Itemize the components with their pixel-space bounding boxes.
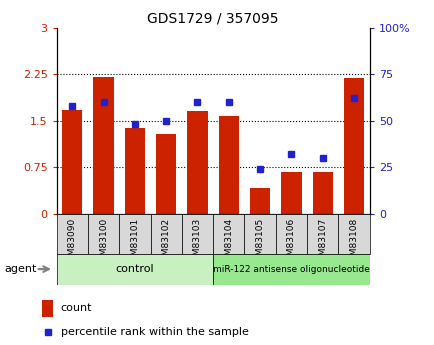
Bar: [312, 172, 332, 214]
Bar: [156, 135, 176, 214]
Text: GSM83104: GSM83104: [224, 218, 233, 267]
Text: GSM83106: GSM83106: [286, 218, 295, 267]
Title: GDS1729 / 357095: GDS1729 / 357095: [147, 11, 278, 25]
Text: GSM83103: GSM83103: [193, 218, 201, 267]
Bar: [181, 214, 213, 254]
Bar: [306, 214, 338, 254]
Bar: [275, 214, 306, 254]
Bar: [56, 214, 88, 254]
Text: miR-122 antisense oligonucleotide: miR-122 antisense oligonucleotide: [213, 265, 369, 274]
Bar: [88, 214, 119, 254]
Text: GSM83090: GSM83090: [68, 218, 76, 267]
Text: percentile rank within the sample: percentile rank within the sample: [61, 327, 248, 337]
Text: agent: agent: [4, 264, 36, 274]
Text: control: control: [115, 264, 154, 274]
Bar: [187, 111, 207, 214]
Bar: [125, 128, 145, 214]
Text: GSM83101: GSM83101: [130, 218, 139, 267]
Text: GSM83108: GSM83108: [349, 218, 358, 267]
Text: GSM83100: GSM83100: [99, 218, 108, 267]
Bar: [244, 214, 275, 254]
Bar: [250, 188, 270, 214]
Text: GSM83105: GSM83105: [255, 218, 264, 267]
Bar: [343, 78, 363, 214]
Text: GSM83102: GSM83102: [161, 218, 170, 267]
Bar: [218, 116, 238, 214]
Text: GSM83107: GSM83107: [318, 218, 326, 267]
Bar: [338, 214, 369, 254]
Text: count: count: [61, 303, 92, 313]
Bar: [42, 300, 53, 317]
Bar: [119, 214, 150, 254]
Bar: [62, 110, 82, 214]
Bar: [213, 254, 369, 285]
Bar: [281, 172, 301, 214]
Bar: [56, 254, 213, 285]
Bar: [93, 77, 113, 214]
Bar: [150, 214, 181, 254]
Bar: [213, 214, 244, 254]
